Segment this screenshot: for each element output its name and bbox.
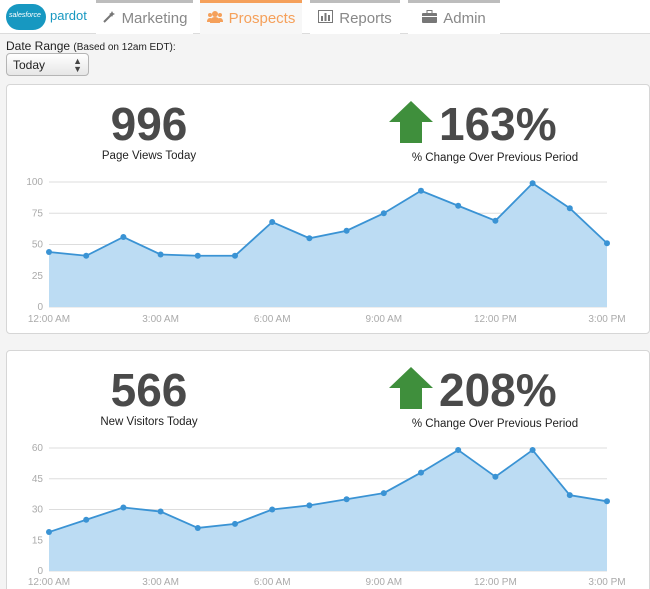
y-tick-label: 60 (32, 443, 44, 454)
data-point[interactable] (269, 219, 276, 225)
data-point[interactable] (194, 252, 201, 259)
new-visitors-change: 208% (439, 364, 557, 416)
data-point[interactable] (232, 520, 238, 527)
briefcase-icon (422, 10, 438, 27)
salesforce-cloud-icon: salesforce (6, 4, 46, 30)
data-point[interactable] (120, 504, 127, 511)
new-visitors-label: New Visitors Today (100, 416, 198, 428)
data-point[interactable] (492, 217, 499, 224)
data-point[interactable] (83, 516, 90, 523)
area-fill (49, 183, 607, 307)
tab-label: Reports (339, 10, 392, 27)
wand-icon (102, 10, 116, 28)
users-icon (206, 10, 223, 27)
data-point[interactable] (343, 227, 350, 234)
y-tick-label: 100 (26, 177, 43, 188)
logo-brand: salesforce (9, 12, 41, 19)
data-point[interactable] (306, 235, 313, 242)
x-tick-label: 6:00 AM (254, 314, 291, 325)
x-tick-label: 9:00 AM (365, 577, 402, 588)
data-point[interactable] (529, 180, 536, 187)
data-point[interactable] (343, 496, 350, 503)
tab-reports[interactable]: Reports (310, 0, 400, 34)
data-point[interactable] (566, 205, 573, 212)
data-point[interactable] (380, 210, 387, 217)
data-point[interactable] (194, 524, 201, 531)
tab-label: Prospects (228, 10, 296, 27)
tab-admin[interactable]: Admin (408, 0, 500, 34)
x-tick-label: 3:00 AM (142, 577, 179, 588)
data-point[interactable] (529, 447, 536, 454)
top-navigation: salesforce pardot Marketing Prospects Re… (0, 0, 650, 34)
series-line (48, 448, 608, 533)
data-point[interactable] (380, 490, 387, 497)
data-point[interactable] (566, 492, 573, 499)
page-views-value: 996 (110, 98, 188, 150)
data-point[interactable] (157, 251, 164, 258)
bar-chart-icon (318, 10, 334, 27)
x-tick-label: 12:00 AM (28, 314, 70, 325)
data-point[interactable] (269, 506, 276, 513)
up-arrow-icon (389, 367, 433, 409)
x-tick-label: 9:00 AM (365, 314, 402, 325)
x-tick-label: 3:00 PM (588, 577, 625, 588)
y-tick-label: 0 (37, 566, 43, 577)
tab-label: Admin (443, 10, 486, 27)
data-point[interactable] (418, 469, 424, 476)
y-tick-label: 15 (32, 535, 44, 546)
page-views-label: Page Views Today (101, 150, 197, 162)
date-range-select[interactable]: Today ▲ ▼ (6, 53, 89, 76)
new-visitors-change-label: % Change Over Previous Period (411, 418, 579, 430)
data-point[interactable] (83, 252, 90, 259)
page-views-panel: 996 Page Views Today 163% % Change Over … (6, 84, 650, 334)
data-point[interactable] (306, 502, 313, 509)
y-tick-label: 75 (32, 208, 44, 219)
page-views-change-label: % Change Over Previous Period (411, 152, 579, 164)
date-range-label: Date Range (Based on 12am EDT): (6, 39, 176, 53)
up-arrow-icon (389, 101, 433, 143)
x-tick-label: 3:00 PM (588, 314, 625, 325)
x-tick-label: 12:00 AM (28, 577, 70, 588)
data-point[interactable] (604, 240, 610, 247)
select-caret-icon: ▲ ▼ (73, 56, 82, 74)
y-tick-label: 25 (32, 271, 44, 282)
new-visitors-value: 566 (110, 364, 188, 416)
tab-label: Marketing (121, 10, 188, 27)
area-fill (49, 450, 607, 571)
series-line (48, 182, 608, 257)
data-point[interactable] (120, 234, 127, 240)
logo-product: pardot (50, 8, 87, 23)
x-tick-label: 12:00 PM (474, 577, 517, 588)
y-tick-label: 0 (37, 302, 43, 313)
x-tick-label: 6:00 AM (254, 577, 291, 588)
data-point[interactable] (604, 498, 610, 505)
tab-prospects[interactable]: Prospects (200, 0, 302, 34)
tab-marketing[interactable]: Marketing (96, 0, 193, 34)
pardot-logo[interactable]: salesforce pardot (6, 4, 96, 30)
x-tick-label: 12:00 PM (474, 314, 517, 325)
data-point[interactable] (492, 473, 499, 480)
page-views-chart: 0 25 50 75 100 12:00 AM 3:00 AM 6:00 AM 9:00 AM 1… (26, 177, 625, 325)
data-point[interactable] (46, 249, 52, 255)
date-range-value: Today (13, 58, 46, 72)
date-range-title: Date Range (6, 39, 71, 53)
data-point[interactable] (46, 529, 52, 536)
y-tick-label: 30 (32, 505, 44, 516)
data-point[interactable] (157, 508, 164, 515)
data-point[interactable] (455, 447, 462, 454)
page-views-change: 163% (439, 98, 557, 150)
x-tick-label: 3:00 AM (142, 314, 179, 325)
y-tick-label: 45 (32, 474, 44, 485)
new-visitors-panel: 566 New Visitors Today 208% % Change Ove… (6, 350, 650, 589)
y-tick-label: 50 (32, 240, 44, 251)
new-visitors-chart: 0 15 30 45 60 12:00 AM 3:00 AM 6:00 AM 9:00 AM 12… (28, 443, 626, 588)
date-range-note: (Based on 12am EDT): (73, 42, 176, 53)
data-point[interactable] (232, 252, 238, 259)
data-point[interactable] (418, 187, 424, 194)
data-point[interactable] (455, 202, 462, 209)
